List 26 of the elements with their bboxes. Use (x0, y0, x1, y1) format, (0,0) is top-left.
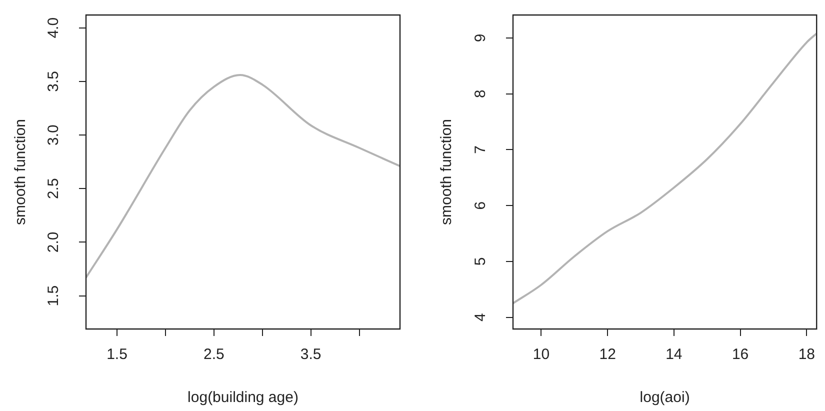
x-tick-label: 18 (798, 346, 815, 364)
x-tick-label: 1.5 (106, 346, 128, 364)
y-axis-title: smooth function (12, 119, 30, 225)
line-series (86, 74, 400, 279)
y-tick-label: 3.5 (45, 71, 62, 92)
y-tick-label: 4.0 (45, 17, 62, 38)
y-tick-label: 3.0 (45, 124, 62, 146)
x-axis-title: log(aoi) (640, 389, 690, 406)
y-tick-label: 4 (472, 313, 490, 322)
x-tick-label: 10 (532, 346, 550, 364)
x-axis-title: log(building age) (188, 389, 298, 406)
line-series (513, 32, 817, 304)
y-tick-label: 5 (472, 257, 490, 266)
y-axis-title: smooth function (438, 119, 456, 225)
x-tick-label: 12 (599, 346, 616, 364)
y-tick-label: 2.5 (45, 178, 62, 200)
x-tick-label: 16 (732, 346, 749, 364)
y-tick-label: 6 (472, 201, 490, 210)
y-tick-label: 9 (472, 34, 490, 42)
x-tick-label: 14 (666, 346, 682, 364)
y-tick-label: 1.5 (45, 285, 62, 306)
y-tick-label: 2.0 (45, 232, 62, 253)
x-tick-label: 3.5 (300, 346, 322, 364)
y-tick-label: 7 (472, 145, 490, 154)
x-tick-label: 2.5 (203, 346, 224, 364)
y-tick-label: 8 (472, 90, 490, 98)
